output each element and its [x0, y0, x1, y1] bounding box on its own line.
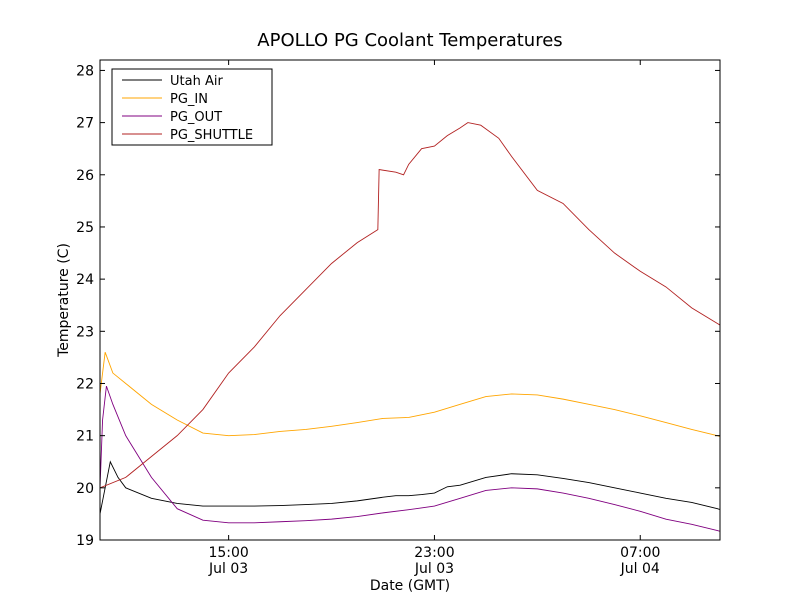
y-tick-label: 21 — [76, 429, 94, 445]
plot-area — [99, 59, 721, 541]
axes-frame — [99, 59, 721, 541]
y-tick-label: 27 — [76, 116, 94, 132]
series-line-pg-in — [100, 352, 720, 437]
series-line-utah-air — [100, 460, 720, 514]
y-tick-label: 24 — [76, 272, 94, 288]
legend-label: PG_IN — [170, 92, 208, 107]
x-tick-label-date: Jul 04 — [620, 561, 660, 577]
x-tick-label-time: 15:00 — [208, 545, 248, 561]
x-tick-label-date: Jul 03 — [414, 561, 454, 577]
legend: Utah Air PG_IN PG_OUT PG_SHUTTLE — [111, 68, 273, 146]
legend-box — [111, 68, 273, 146]
legend-label: PG_OUT — [170, 110, 222, 125]
legend-label: Utah Air — [170, 74, 223, 89]
y-axis: 19 20 21 22 23 24 25 26 27 28 — [76, 63, 720, 549]
y-tick-label: 25 — [76, 220, 94, 236]
y-tick-label: 22 — [76, 376, 94, 392]
y-tick-label: 20 — [76, 481, 94, 497]
y-tick-label: 19 — [76, 533, 94, 549]
series-line-pg-shuttle — [100, 122, 720, 489]
chart-title: APOLLO PG Coolant Temperatures — [257, 30, 562, 51]
x-tick-label-time: 23:00 — [414, 545, 454, 561]
legend-label: PG_SHUTTLE — [170, 128, 253, 143]
series-line-pg-out — [100, 385, 720, 532]
x-tick-label-time: 07:00 — [620, 545, 660, 561]
x-axis-label: Date (GMT) — [370, 578, 450, 594]
y-tick-label: 26 — [76, 168, 94, 184]
y-tick-label: 23 — [76, 324, 94, 340]
y-axis-label: Temperature (C) — [56, 243, 72, 358]
x-tick-label-date: Jul 03 — [208, 561, 248, 577]
y-tick-label: 28 — [76, 63, 94, 79]
